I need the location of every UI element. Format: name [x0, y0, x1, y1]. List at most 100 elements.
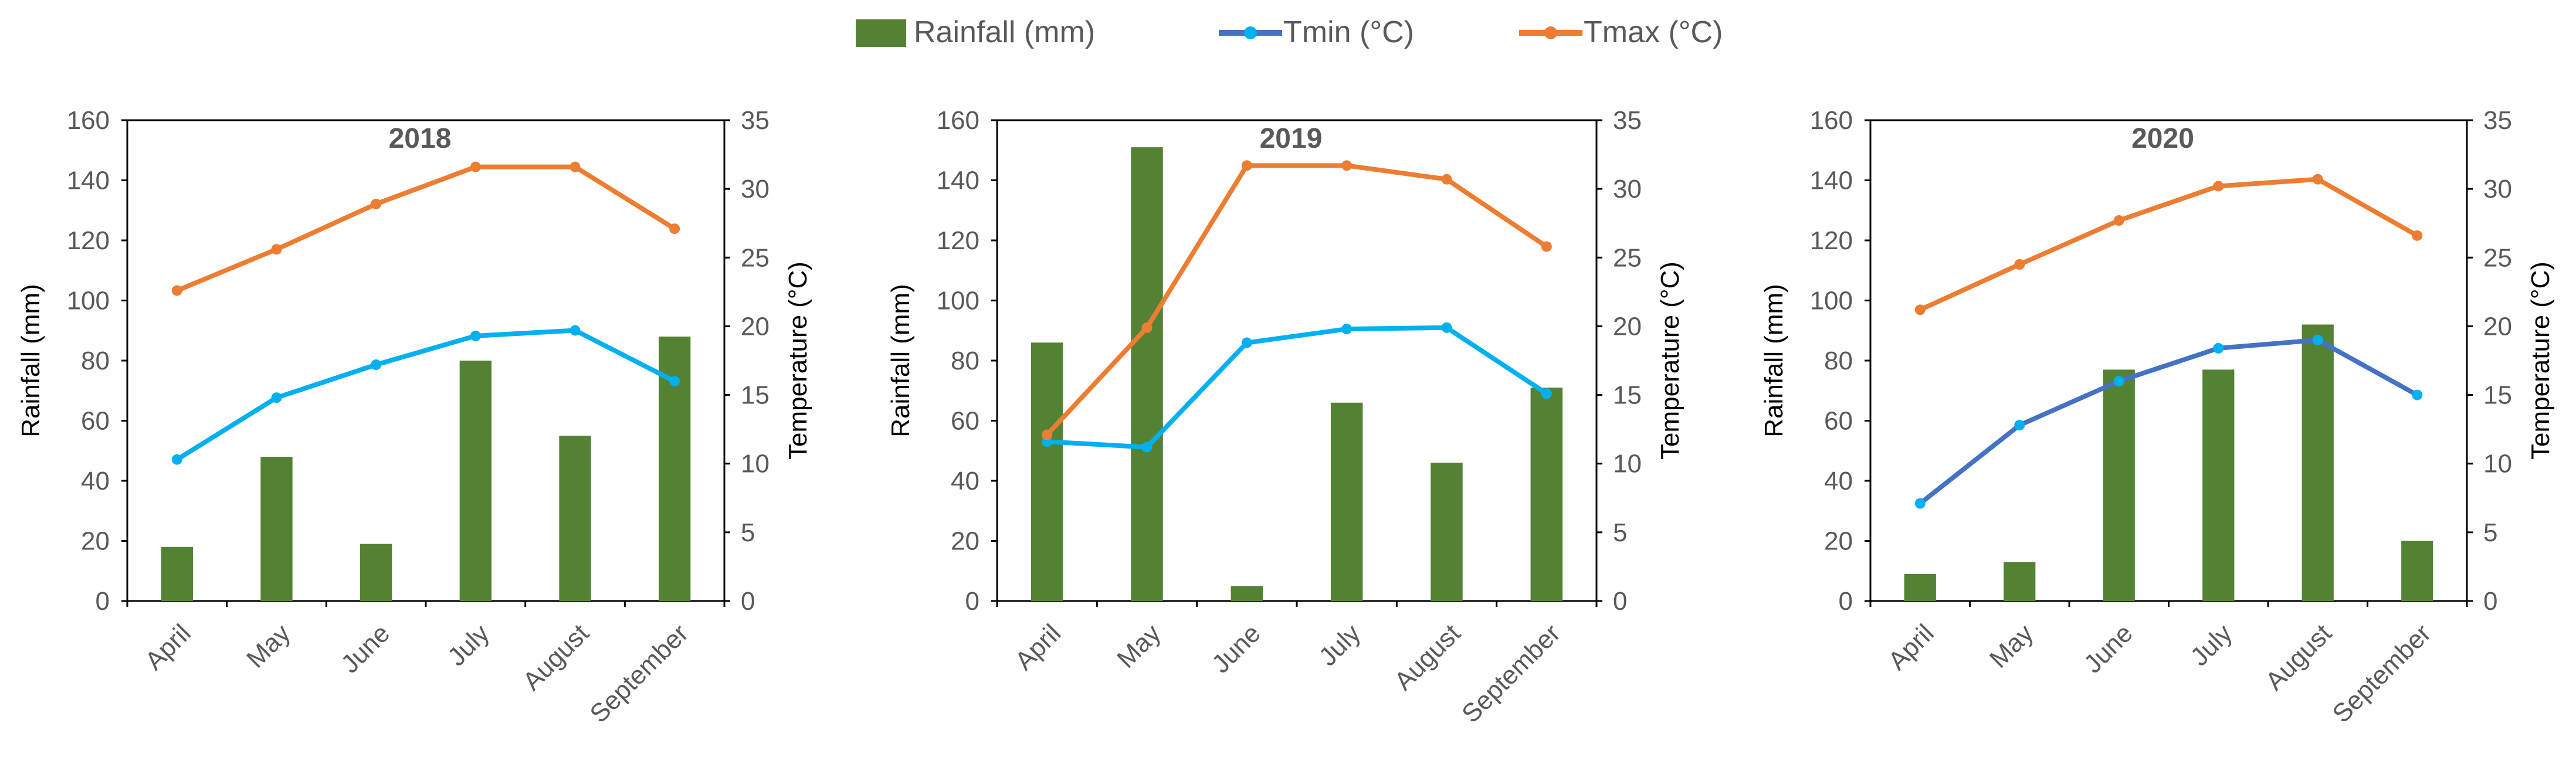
rainfall-bar [2302, 324, 2334, 601]
tmin-point [2412, 389, 2423, 400]
right-axis-tick-label: 0 [1613, 587, 1627, 616]
tmax-point [1441, 174, 1452, 185]
tmax-line [1917, 176, 2420, 313]
left-axis-title: Rainfall (mm) [16, 284, 45, 437]
right-axis-tick-label: 35 [741, 106, 770, 135]
tmax-point [669, 223, 680, 235]
left-axis-tick-label: 0 [965, 587, 979, 616]
right-axis-tick-label: 0 [2483, 587, 2497, 616]
tmax-point [570, 161, 581, 172]
legend-rainfall-label: Rainfall (mm) [914, 15, 1095, 49]
x-axis-category-label: May [241, 619, 296, 673]
left-axis-tick-label: 40 [81, 467, 110, 495]
x-axis-category-label: August [2260, 619, 2337, 696]
left-axis-tick-label: 60 [81, 407, 110, 436]
right-axis-tick-label: 20 [2483, 312, 2512, 341]
rainfall-bar [459, 361, 492, 601]
left-axis-tick-label: 60 [951, 407, 979, 436]
right-axis-tick-label: 15 [741, 381, 770, 410]
rainfall-bar [2202, 369, 2235, 601]
tmin-point [371, 359, 382, 371]
left-axis-tick-label: 120 [937, 226, 979, 255]
rainfall-bar [2004, 562, 2036, 601]
tmax-point [1241, 160, 1252, 171]
right-axis-title: Temperature (°C) [784, 262, 812, 460]
tmax-point [2312, 174, 2323, 185]
tmin-line [1917, 337, 2420, 506]
tmin-point [2014, 420, 2025, 431]
rainfall-bar [2103, 369, 2135, 601]
right-axis-tick-label: 30 [741, 175, 770, 203]
rainfall-bar [559, 436, 591, 601]
x-axis-category-label: April [1883, 619, 1940, 675]
tmin-point [669, 376, 680, 387]
left-axis-tick-label: 20 [1824, 527, 1853, 556]
left-axis-tick-label: 80 [1824, 347, 1853, 375]
tmax-point [271, 244, 282, 255]
right-axis-tick-label: 10 [1613, 450, 1642, 478]
tmin-point [1541, 388, 1552, 399]
tmax-point [2412, 230, 2423, 241]
right-axis-tick-label: 25 [2483, 243, 2512, 272]
left-axis-tick-label: 100 [1810, 287, 1853, 315]
x-axis-category-label: September [2327, 619, 2436, 728]
rainfall-bar [1031, 342, 1063, 601]
right-axis-tick-label: 35 [2483, 106, 2512, 135]
tmax-point [470, 161, 481, 172]
right-axis-title: Temperature (°C) [1656, 262, 1684, 460]
left-axis-tick-label: 40 [1824, 467, 1853, 495]
legend-rainfall-swatch [856, 19, 906, 47]
rainfall-bar [1530, 388, 1563, 601]
left-axis-tick-label: 0 [96, 587, 110, 616]
rainfall-bar [1131, 147, 1163, 601]
legend-tmax-marker [1544, 26, 1557, 39]
tmin-point [1241, 337, 1252, 348]
left-axis-title: Rainfall (mm) [886, 284, 915, 437]
tmax-point [371, 198, 382, 209]
chart-panel-2019: 0 20 40 60 80 100 120 140 160 0 5 10 15 20 25 30 35 Rainf… [886, 106, 1684, 728]
tmin-point [1441, 322, 1452, 333]
rainfall-bar [1231, 586, 1263, 601]
legend-tmax-label: Tmax (°C) [1584, 15, 1723, 49]
rainfall-bar [2401, 541, 2433, 601]
x-axis-category-label: June [1206, 619, 1266, 678]
x-axis-category-label: August [517, 619, 595, 696]
tmax-point [171, 285, 182, 296]
left-axis-tick-label: 160 [937, 106, 979, 135]
right-axis-tick-label: 15 [1613, 381, 1642, 410]
left-axis-tick-label: 20 [81, 527, 110, 556]
x-axis-category-label: May [1111, 619, 1166, 673]
chart-panel-2020: 0 20 40 60 80 100 120 140 160 0 5 10 15 20 25 30 35 Rainf… [1760, 106, 2555, 728]
rainfall-bar [161, 546, 193, 601]
chart-title: 2018 [389, 123, 452, 154]
left-axis-tick-label: 120 [67, 226, 110, 255]
x-axis-category-label: July [2185, 619, 2238, 671]
right-axis-tick-label: 25 [1613, 243, 1642, 272]
tmax-line [174, 164, 677, 293]
left-axis-tick-label: 140 [67, 167, 110, 195]
right-axis-tick-label: 20 [1613, 312, 1642, 341]
rainfall-bar [1330, 402, 1363, 601]
legend-tmin-marker [1244, 26, 1257, 39]
left-axis-tick-label: 40 [951, 467, 979, 495]
x-axis-category-label: April [1009, 619, 1066, 675]
right-axis-tick-label: 5 [1613, 518, 1627, 547]
left-axis-tick-label: 20 [951, 527, 979, 556]
right-axis-tick-label: 20 [741, 312, 770, 341]
tmin-point [470, 330, 481, 341]
left-axis-tick-label: 80 [951, 347, 979, 375]
left-axis-tick-label: 140 [937, 167, 979, 195]
right-axis-tick-label: 30 [2483, 175, 2512, 203]
x-axis-category-label: May [1984, 619, 2039, 673]
rainfall-bar [360, 544, 392, 601]
left-axis-tick-label: 60 [1824, 407, 1853, 436]
plot-frame [1869, 119, 2468, 602]
right-axis-tick-label: 5 [2483, 518, 2497, 547]
x-axis-category-label: September [1456, 619, 1566, 728]
left-axis-tick-label: 140 [1810, 167, 1853, 195]
tmin-point [570, 325, 581, 336]
tmin-line [174, 328, 677, 462]
right-axis-tick-label: 5 [741, 518, 755, 547]
tmax-point [2113, 215, 2124, 226]
tmin-point [171, 454, 182, 465]
